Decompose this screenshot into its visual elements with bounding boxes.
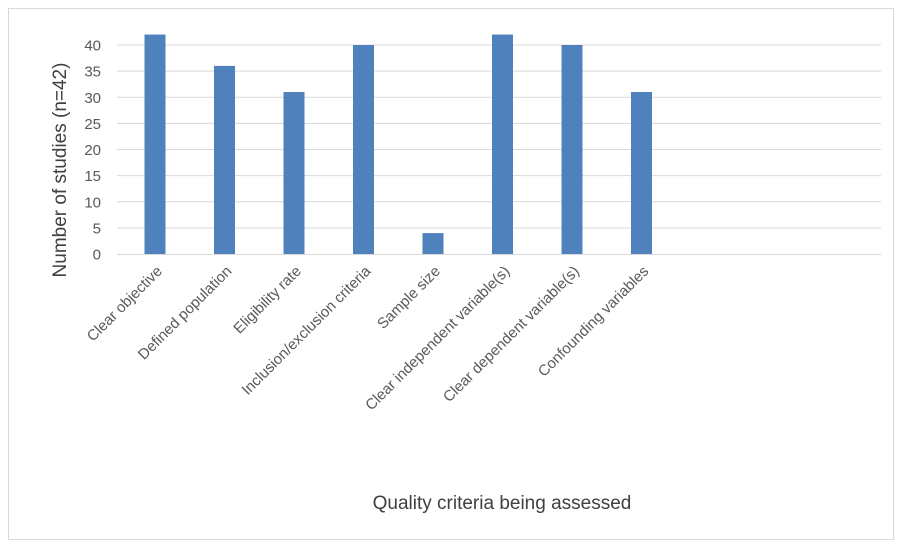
y-tick-label: 25: [84, 116, 101, 133]
x-axis-title: Quality criteria being assessed: [373, 493, 632, 514]
bar: [353, 45, 374, 254]
bar: [214, 65, 235, 255]
bar: [144, 34, 166, 254]
bar: [631, 92, 652, 255]
x-tick-label: Clear independent variable(s): [362, 263, 513, 414]
x-tick-label: Clear dependent variable(s): [440, 263, 583, 406]
y-axis-ticks: 0 5 10 15 20 25 30 35 40: [84, 38, 101, 264]
y-axis-title: Number of studies (n=42): [50, 63, 71, 278]
y-tick-label: 10: [84, 194, 101, 211]
bar: [422, 233, 444, 254]
y-tick-label: 40: [84, 38, 101, 55]
y-tick-label: 0: [93, 247, 101, 264]
y-tick-label: 35: [84, 64, 101, 81]
y-tick-label: 5: [93, 220, 101, 237]
y-tick-label: 30: [84, 90, 101, 107]
x-tick-label: Eligibility rate: [230, 263, 305, 338]
x-tick-label: Inclusion/exclusion criteria: [239, 262, 375, 398]
y-tick-label: 15: [84, 168, 101, 185]
x-tick-label: Sample size: [374, 263, 444, 333]
bar: [492, 34, 513, 254]
y-tick-label: 20: [84, 142, 101, 159]
bars: [144, 34, 652, 255]
bar: [283, 92, 305, 255]
bar: [561, 45, 583, 254]
